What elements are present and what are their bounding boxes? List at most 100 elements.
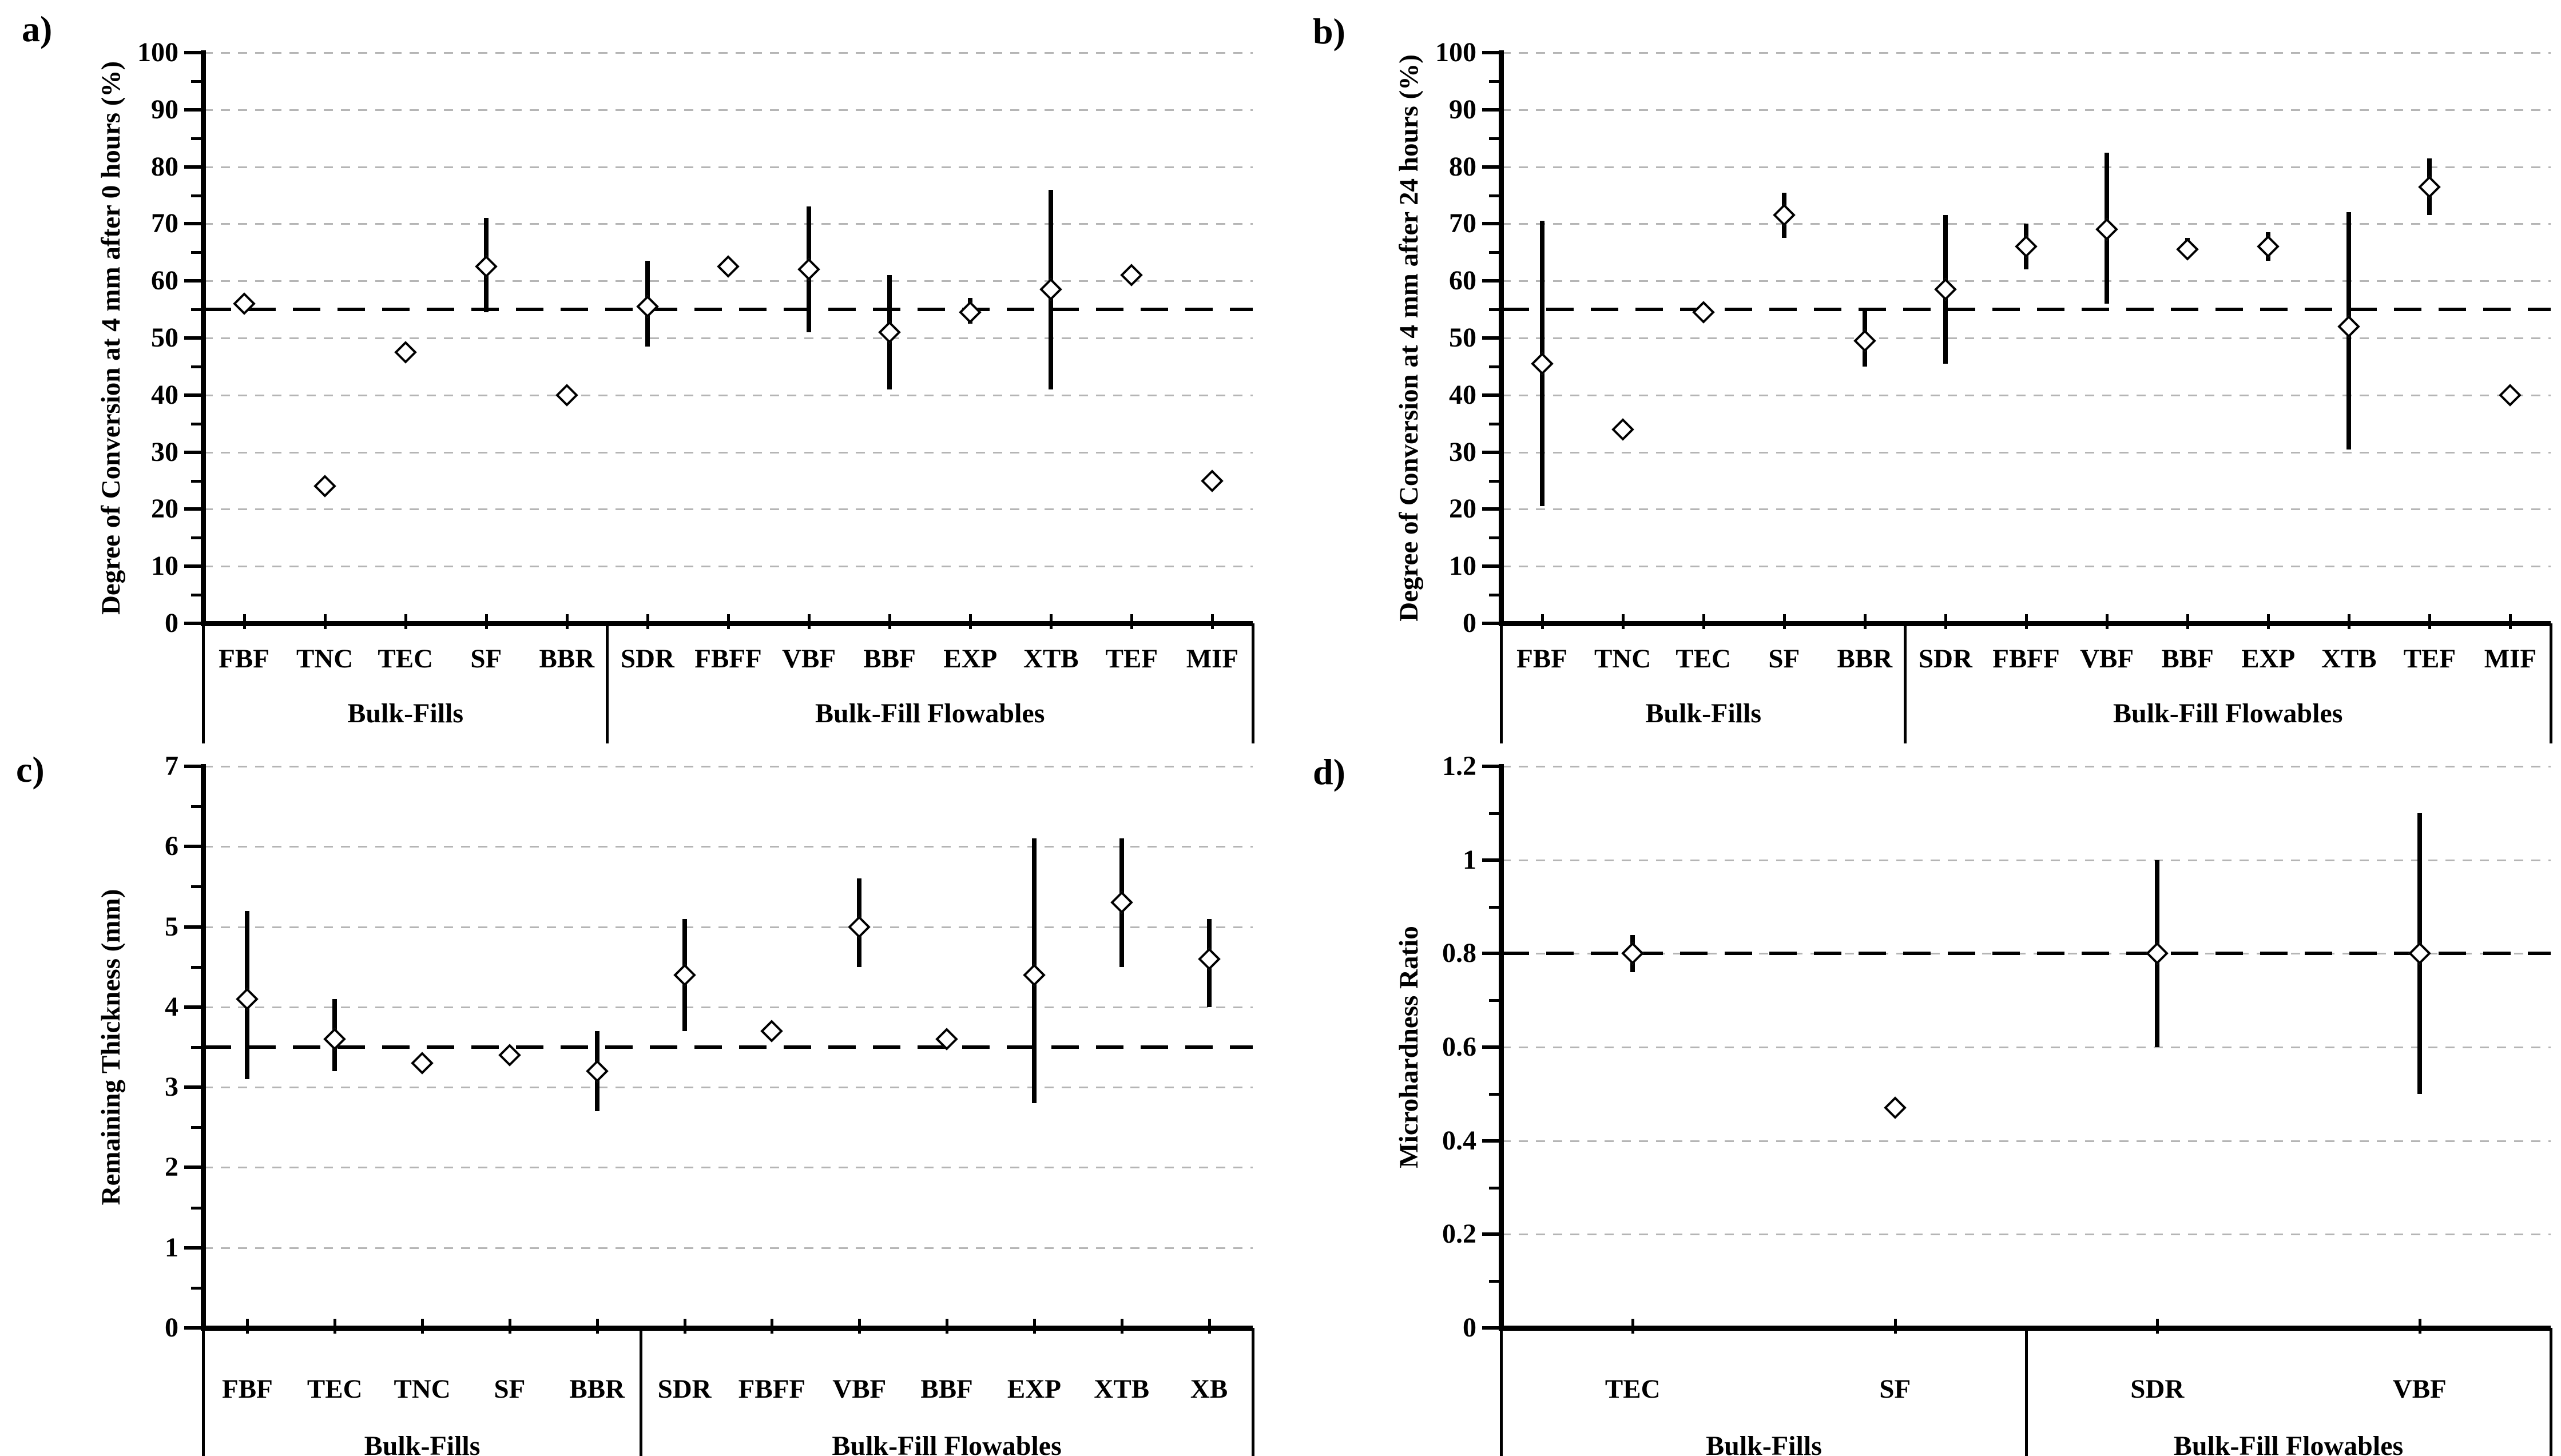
category-label: BBR [1837, 644, 1893, 674]
category-tick [1211, 614, 1214, 629]
category-label: SF [1879, 1374, 1911, 1404]
category-tick [323, 614, 327, 629]
gridline [204, 52, 1253, 54]
category-label: TEF [1105, 644, 1158, 674]
y-tick-label: 0 [165, 608, 178, 638]
y-minor-tick [191, 194, 201, 197]
category-tick [2428, 614, 2432, 629]
data-point-marker [1611, 417, 1634, 441]
data-point-marker [1023, 963, 1046, 986]
y-minor-tick [1489, 479, 1499, 483]
category-label: TEC [307, 1374, 363, 1404]
y-tick-label: 40 [151, 379, 178, 410]
category-tick [2267, 614, 2270, 629]
y-tick-label: 20 [1449, 494, 1476, 524]
gridline [204, 766, 1253, 767]
gridline [1502, 1047, 2551, 1048]
data-point-marker [313, 475, 336, 498]
category-tick [946, 1319, 949, 1334]
x-axis [1499, 1326, 2551, 1331]
y-major-tick [1482, 1326, 1499, 1330]
y-major-tick [184, 845, 201, 849]
data-point-marker [717, 255, 740, 279]
y-tick-label: 80 [1449, 151, 1476, 182]
group-label: Bulk-Fills [364, 1431, 481, 1456]
data-point-marker [2418, 175, 2441, 198]
data-point-marker [1197, 947, 1221, 970]
category-label: FBFF [694, 644, 762, 674]
data-point-marker [1621, 942, 1645, 965]
y-minor-tick [1489, 1280, 1499, 1283]
gridline [1502, 1140, 2551, 1142]
y-major-tick [184, 1085, 201, 1089]
gridline [204, 337, 1253, 339]
category-tick [595, 1319, 599, 1334]
category-label: VBF [782, 644, 836, 674]
category-label: TEF [2403, 644, 2456, 674]
category-tick [1208, 1319, 1211, 1334]
y-tick-label: 80 [151, 151, 178, 182]
y-tick-label: 4 [165, 991, 178, 1022]
gridline [1502, 52, 2551, 54]
category-tick [969, 614, 972, 629]
panel-b: b) Degree of Conversion at 4 mm after 24 … [1281, 0, 2561, 743]
group-divider [1252, 623, 1254, 743]
y-tick-label: 30 [151, 436, 178, 467]
y-tick-label: 100 [137, 37, 178, 67]
data-point-marker [394, 341, 417, 364]
y-minor-tick [1489, 594, 1499, 597]
gridline [204, 109, 1253, 111]
reference-line [1502, 308, 2551, 312]
y-minor-tick [191, 251, 201, 254]
y-major-tick [184, 336, 201, 340]
group-label: Bulk-Fills [1645, 698, 1762, 729]
y-tick-label: 1 [1463, 844, 1476, 875]
y-major-tick [184, 1326, 201, 1330]
gridline [1502, 337, 2551, 339]
gridline [204, 394, 1253, 396]
y-minor-tick [1489, 251, 1499, 254]
group-divider [640, 1328, 643, 1456]
gridline [204, 566, 1253, 568]
reference-line [204, 308, 1253, 312]
y-minor-tick [1489, 365, 1499, 368]
y-major-tick [1482, 222, 1499, 226]
y-tick-label: 5 [165, 911, 178, 942]
y-tick-label: 10 [1449, 551, 1476, 582]
category-label: XTB [1094, 1374, 1150, 1404]
y-tick-label: 7 [165, 751, 178, 781]
gridline [1502, 109, 2551, 111]
y-minor-tick [1489, 422, 1499, 425]
group-label: Bulk-Fills [1706, 1431, 1822, 1456]
y-major-tick [1482, 1139, 1499, 1143]
y-tick-label: 50 [151, 323, 178, 353]
category-label: FBFF [1992, 644, 2060, 674]
category-tick [2186, 614, 2190, 629]
category-label: EXP [943, 644, 998, 674]
y-major-tick [1482, 165, 1499, 169]
category-tick [646, 614, 649, 629]
group-divider [2550, 623, 2552, 743]
y-tick-label: 30 [1449, 436, 1476, 467]
group-label: Bulk-Fills [347, 698, 464, 729]
category-label: TEC [1675, 644, 1731, 674]
category-tick [1944, 614, 1947, 629]
y-minor-tick [191, 479, 201, 483]
data-point-marker [1853, 329, 1876, 352]
category-tick [1893, 1319, 1897, 1334]
gridline [204, 846, 1253, 848]
group-divider [202, 1328, 205, 1456]
y-major-tick [1482, 1045, 1499, 1049]
data-point-marker [848, 915, 871, 938]
y-tick-label: 0 [165, 1312, 178, 1343]
gridline [204, 223, 1253, 225]
y-major-tick [184, 1005, 201, 1009]
y-major-tick [184, 1246, 201, 1250]
category-tick [1621, 614, 1625, 629]
y-tick-label: 40 [1449, 379, 1476, 410]
category-tick [1863, 614, 1867, 629]
group-divider [202, 623, 205, 743]
data-point-marker [1692, 301, 1715, 324]
y-tick-label: 1 [165, 1232, 178, 1263]
